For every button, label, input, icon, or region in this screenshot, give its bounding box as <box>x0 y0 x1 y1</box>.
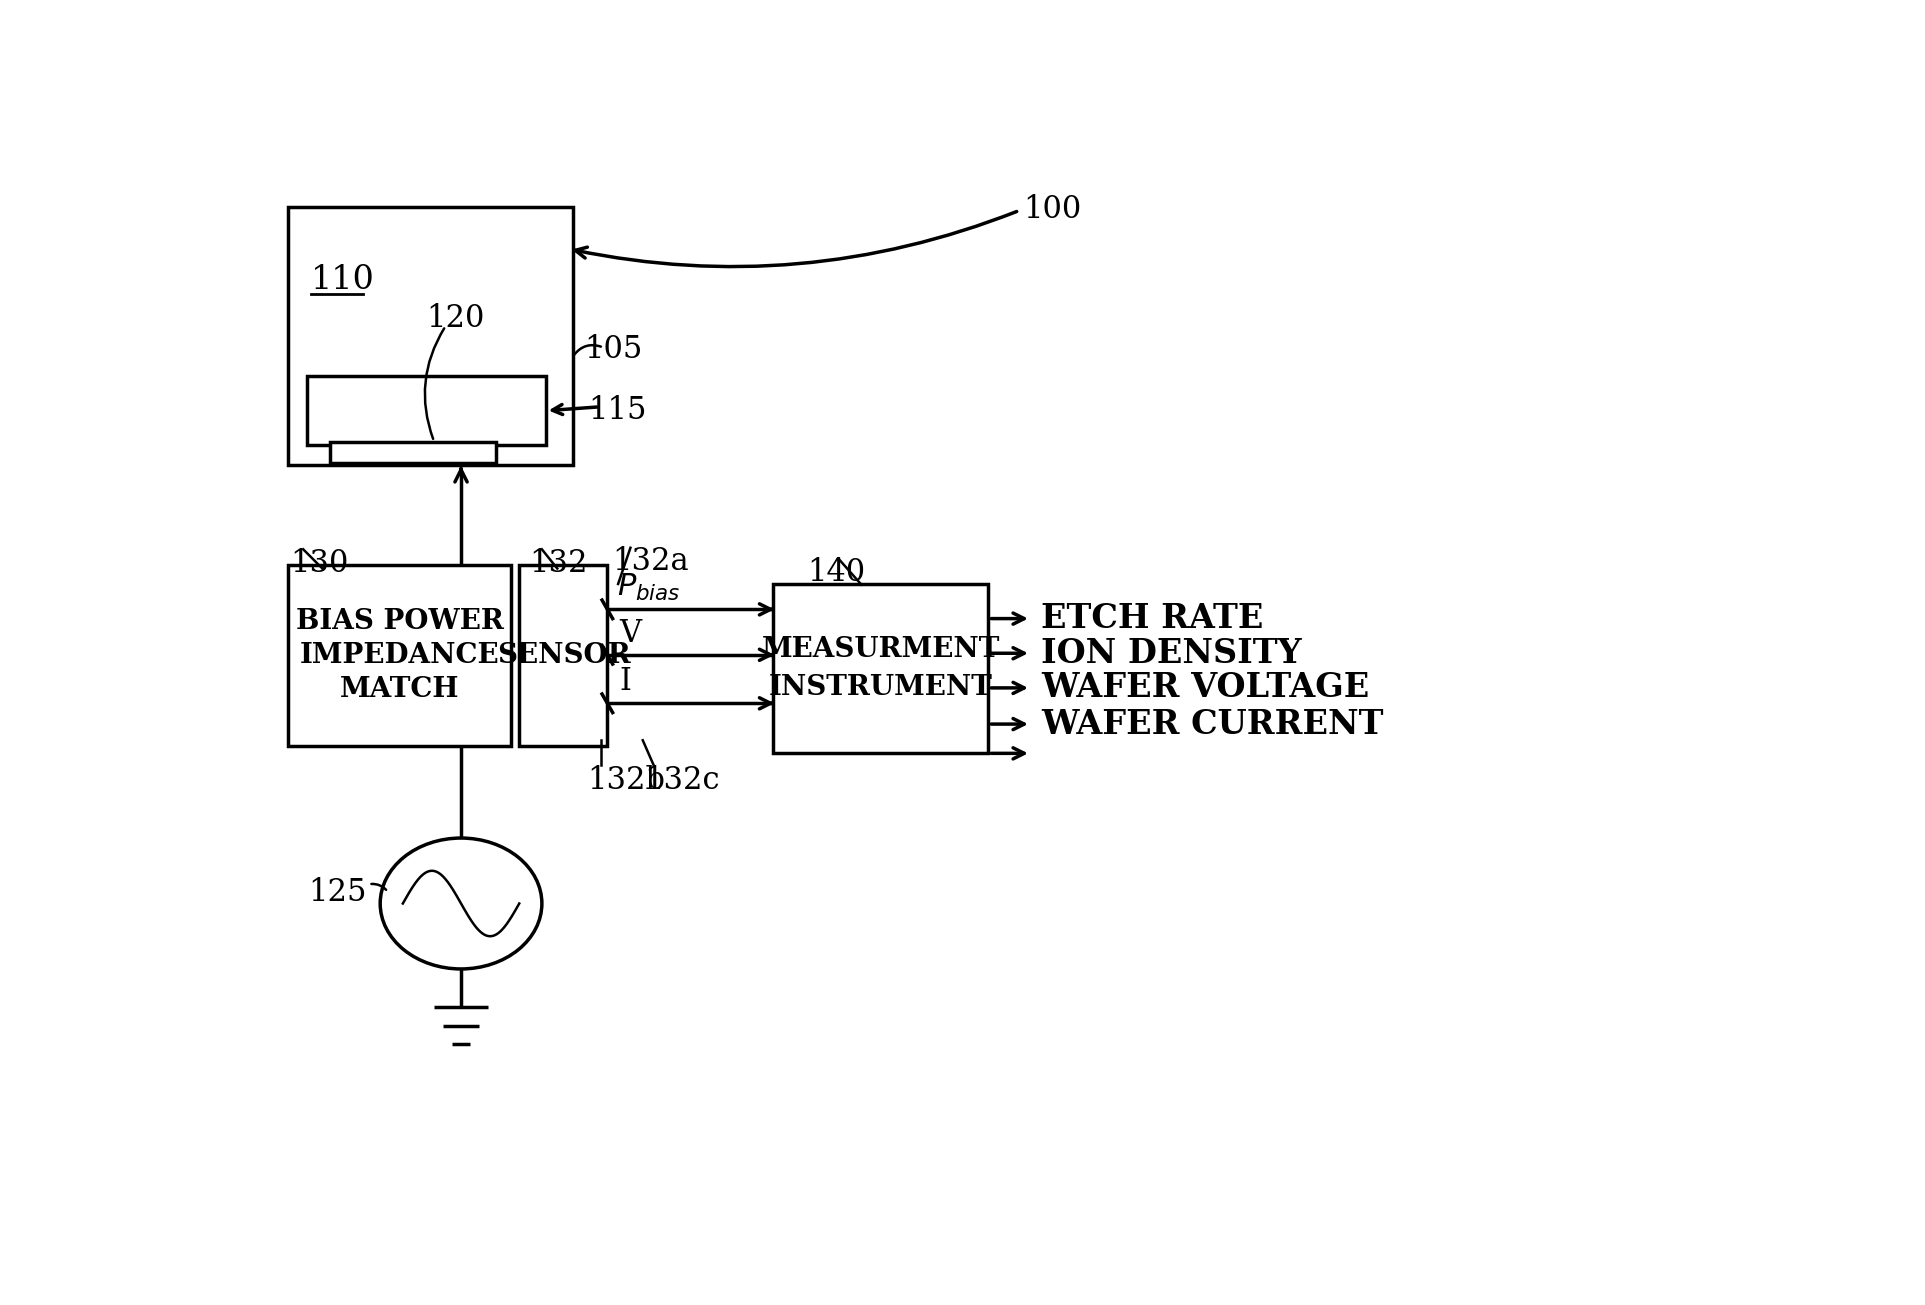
Text: IMPEDANCE: IMPEDANCE <box>300 642 499 669</box>
Bar <box>520 565 608 745</box>
Bar <box>308 376 547 445</box>
Text: SENSOR: SENSOR <box>497 642 629 669</box>
Text: $P_{bias}$: $P_{bias}$ <box>616 572 680 603</box>
Bar <box>774 583 989 753</box>
Text: INSTRUMENT: INSTRUMENT <box>768 675 993 701</box>
Bar <box>331 441 497 463</box>
Text: BIAS POWER: BIAS POWER <box>296 608 502 636</box>
Text: 140: 140 <box>808 557 866 589</box>
Text: MEASURMENT: MEASURMENT <box>762 636 999 663</box>
Bar <box>289 565 512 745</box>
Text: 110: 110 <box>312 265 375 296</box>
Text: MATCH: MATCH <box>339 676 460 703</box>
Text: 105: 105 <box>585 334 643 364</box>
Text: 130: 130 <box>291 548 348 578</box>
Text: WAFER CURRENT: WAFER CURRENT <box>1041 707 1384 741</box>
Text: 115: 115 <box>589 395 647 427</box>
Text: 120: 120 <box>427 303 485 334</box>
Text: V: V <box>620 617 641 649</box>
Text: 132b: 132b <box>587 765 666 796</box>
Text: 132: 132 <box>529 548 587 578</box>
Text: WAFER VOLTAGE: WAFER VOLTAGE <box>1041 671 1369 705</box>
Text: 132a: 132a <box>612 547 689 577</box>
Text: 125: 125 <box>308 877 368 907</box>
Text: 100: 100 <box>1024 193 1082 224</box>
Bar <box>289 206 574 465</box>
Text: 132c: 132c <box>645 765 720 796</box>
Text: ION DENSITY: ION DENSITY <box>1041 637 1301 669</box>
Text: I: I <box>620 666 631 697</box>
Text: ETCH RATE: ETCH RATE <box>1041 602 1263 636</box>
